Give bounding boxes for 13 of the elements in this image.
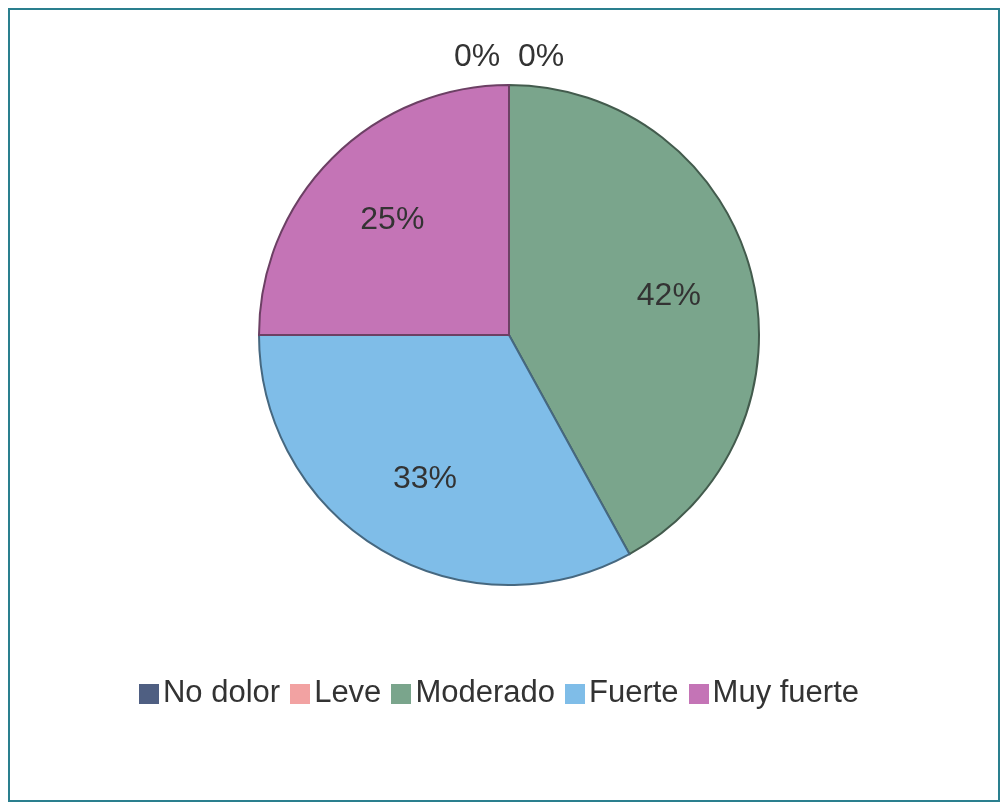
legend-label: Moderado — [415, 674, 555, 709]
pie-slice — [258, 84, 510, 336]
legend-label: Fuerte — [588, 674, 679, 709]
text: 0% — [453, 37, 501, 73]
data-label: 33% — [392, 459, 458, 496]
data-label: 42% — [636, 275, 701, 312]
legend-label: Leve — [314, 674, 382, 709]
legend-label: No dolor — [162, 674, 281, 709]
data-label: 25% — [360, 200, 425, 237]
text: 0% — [517, 37, 565, 73]
legend-label: Muy fuerte — [712, 674, 860, 709]
pie-slice — [258, 334, 631, 586]
pie-slice — [508, 84, 760, 556]
